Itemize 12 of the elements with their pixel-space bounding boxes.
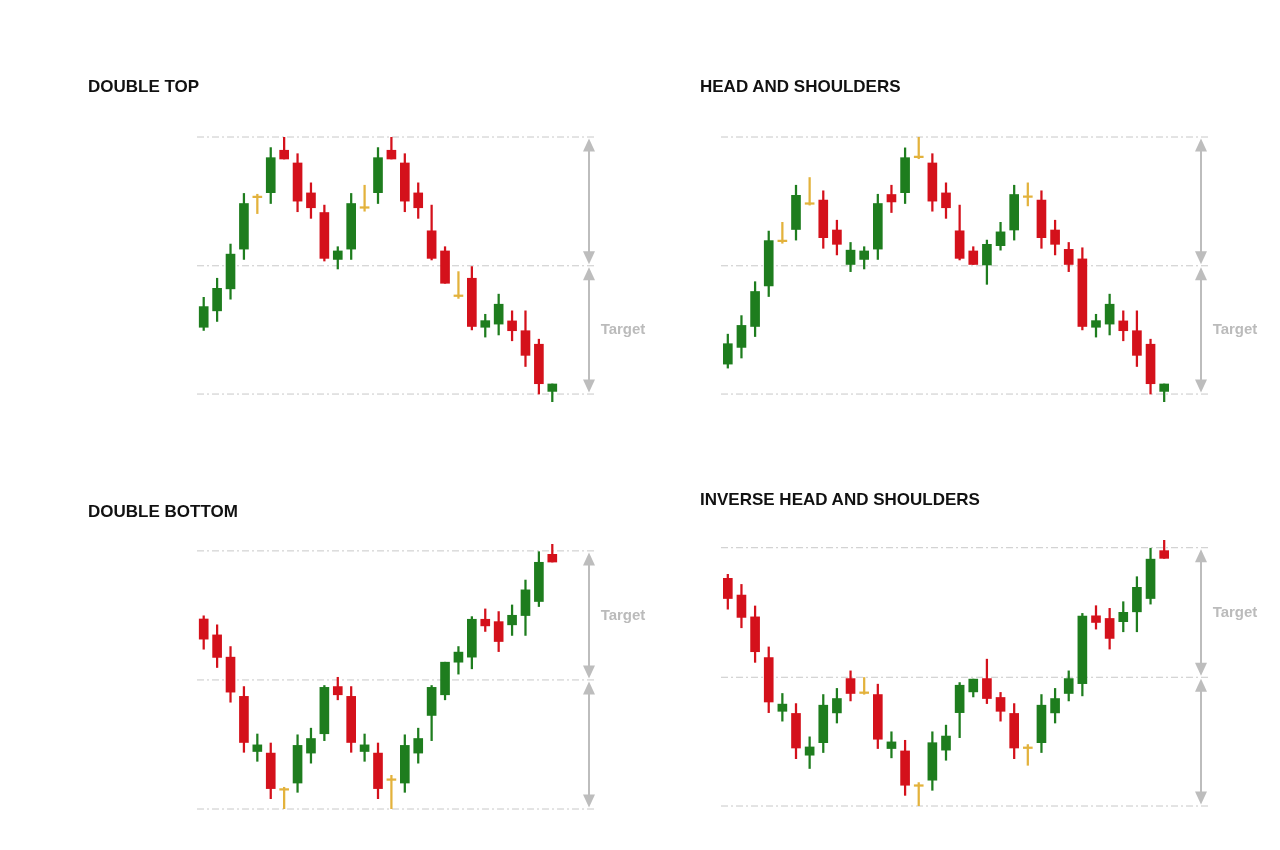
text: Target bbox=[1212, 602, 1258, 620]
text: Target bbox=[600, 605, 646, 623]
chart-title: INVERSE HEAD AND SHOULDERS bbox=[700, 490, 980, 510]
text: Target bbox=[600, 320, 646, 338]
candlestick bbox=[359, 733, 370, 762]
candlestick bbox=[386, 775, 397, 809]
chart-title: HEAD AND SHOULDERS bbox=[700, 77, 901, 97]
chart-title: DOUBLE BOTTOM bbox=[88, 502, 238, 522]
text: Target bbox=[1212, 320, 1258, 338]
candlestick bbox=[886, 184, 897, 213]
candlestick bbox=[359, 184, 370, 212]
chart-title: DOUBLE TOP bbox=[88, 77, 200, 97]
